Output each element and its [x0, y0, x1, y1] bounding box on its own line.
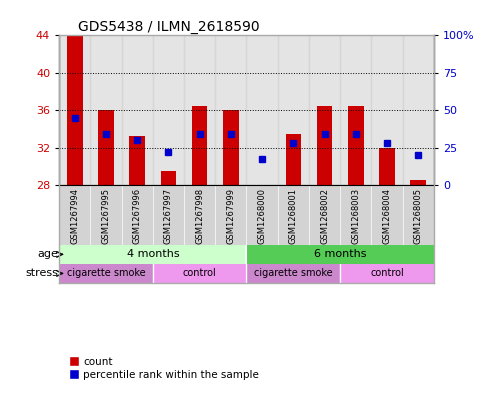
Bar	[184, 264, 215, 283]
Text: 4 months: 4 months	[127, 250, 179, 259]
Bar	[59, 264, 90, 283]
Bar	[340, 245, 371, 264]
Text: stress: stress	[26, 268, 59, 278]
Bar	[192, 105, 208, 185]
Text: 6 months: 6 months	[314, 250, 366, 259]
Bar	[340, 264, 371, 283]
Bar	[122, 264, 153, 283]
Bar	[184, 245, 215, 264]
Bar	[98, 110, 114, 185]
Bar	[246, 245, 278, 264]
Bar	[410, 180, 426, 185]
Text: GSM1267996: GSM1267996	[133, 188, 141, 244]
Text: GSM1267997: GSM1267997	[164, 188, 173, 244]
Bar	[278, 264, 309, 283]
Bar	[278, 35, 309, 185]
Bar	[153, 264, 184, 283]
Legend: count, percentile rank within the sample: count, percentile rank within the sample	[65, 353, 263, 384]
Bar	[403, 264, 434, 283]
Bar	[90, 245, 122, 264]
Bar	[309, 35, 340, 185]
Bar	[379, 148, 395, 185]
Bar	[122, 245, 153, 264]
Text: GSM1268001: GSM1268001	[289, 188, 298, 244]
Text: GSM1267998: GSM1267998	[195, 188, 204, 244]
Bar	[371, 264, 403, 283]
Bar	[215, 245, 246, 264]
Text: cigarette smoke: cigarette smoke	[67, 268, 145, 278]
Bar	[246, 35, 278, 185]
Bar	[129, 136, 145, 185]
Text: cigarette smoke: cigarette smoke	[254, 268, 333, 278]
Text: GSM1268002: GSM1268002	[320, 188, 329, 244]
Bar	[122, 35, 153, 185]
Bar	[67, 35, 83, 185]
Bar	[403, 245, 434, 264]
Text: age: age	[37, 250, 59, 259]
Bar	[403, 35, 434, 185]
Text: control: control	[370, 268, 404, 278]
Bar	[278, 245, 309, 264]
Text: GSM1267995: GSM1267995	[102, 188, 110, 244]
Text: GSM1268005: GSM1268005	[414, 188, 423, 244]
Bar	[348, 105, 363, 185]
Text: GSM1267999: GSM1267999	[226, 188, 235, 244]
Bar	[309, 245, 340, 264]
Text: GSM1267994: GSM1267994	[70, 188, 79, 244]
Bar	[153, 245, 184, 264]
Text: GDS5438 / ILMN_2618590: GDS5438 / ILMN_2618590	[78, 20, 259, 34]
Bar	[184, 35, 215, 185]
Bar	[90, 35, 122, 185]
Bar	[285, 134, 301, 185]
Bar	[59, 245, 90, 264]
Bar	[317, 105, 332, 185]
Bar	[215, 264, 246, 283]
Bar	[59, 35, 90, 185]
Bar	[246, 264, 278, 283]
Bar	[90, 264, 122, 283]
Bar	[161, 171, 176, 185]
Bar	[215, 35, 246, 185]
Bar	[309, 264, 340, 283]
Bar	[254, 185, 270, 186]
Text: GSM1268000: GSM1268000	[258, 188, 267, 244]
Text: GSM1268004: GSM1268004	[383, 188, 391, 244]
Text: control: control	[183, 268, 216, 278]
Bar	[340, 35, 371, 185]
Text: GSM1268003: GSM1268003	[352, 188, 360, 244]
Bar	[371, 35, 403, 185]
Bar	[223, 110, 239, 185]
Bar	[371, 245, 403, 264]
Bar	[153, 35, 184, 185]
